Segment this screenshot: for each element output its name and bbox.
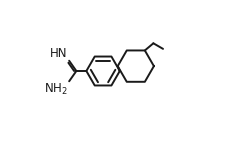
Text: HN: HN	[50, 47, 68, 60]
Text: NH$_2$: NH$_2$	[44, 82, 68, 97]
